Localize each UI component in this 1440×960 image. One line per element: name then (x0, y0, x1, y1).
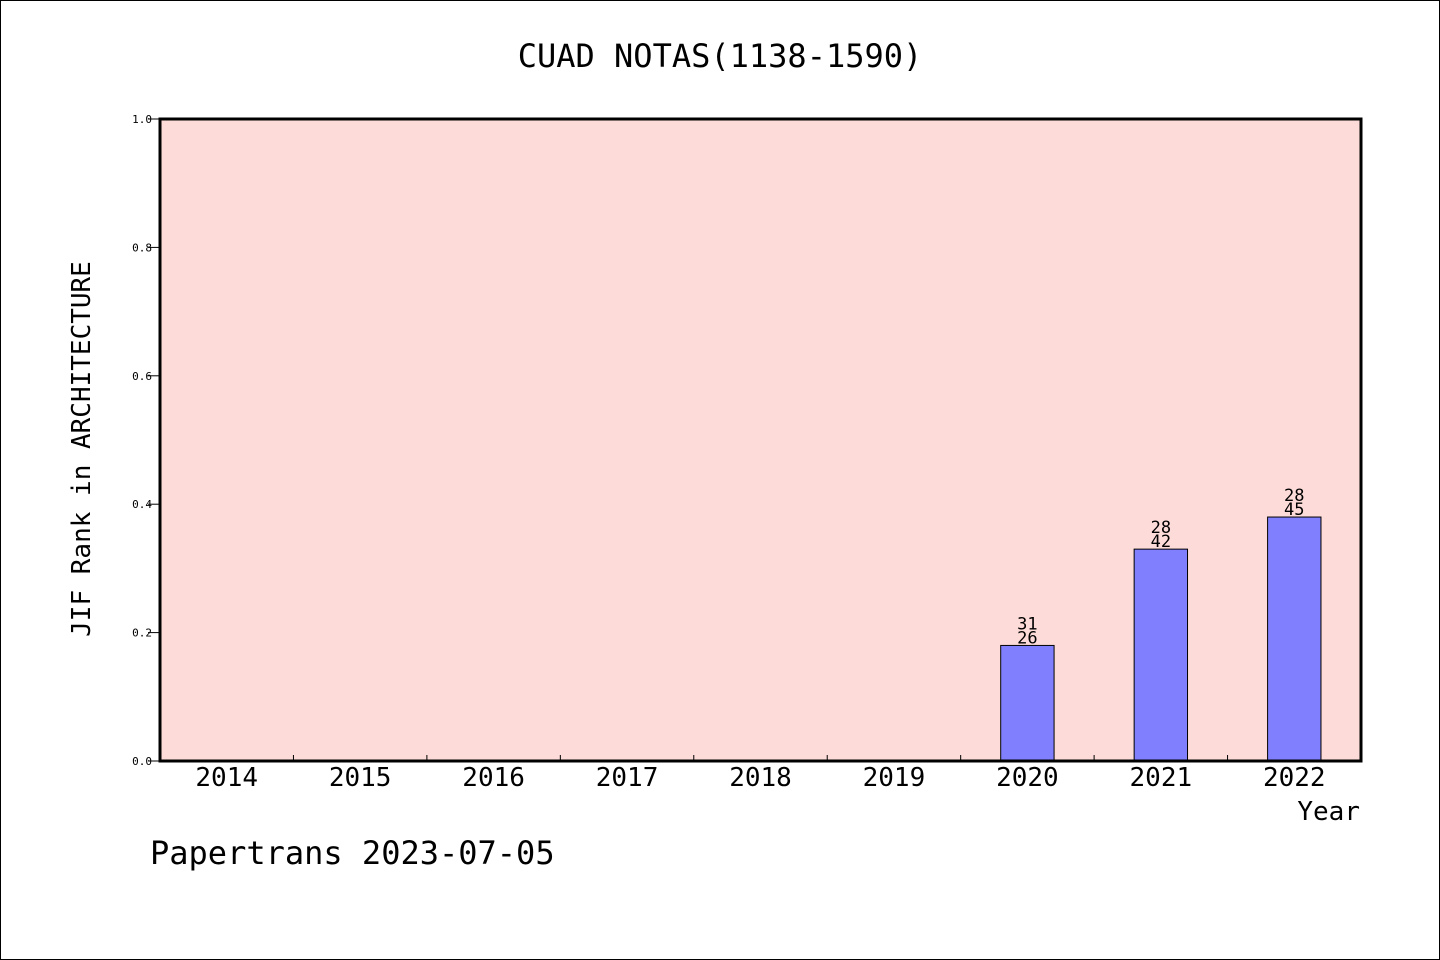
bar-label-bottom: 42 (1151, 532, 1171, 552)
x-tick-label: 2021 (1130, 763, 1193, 793)
x-tick-label: 2017 (596, 763, 659, 793)
x-tick-label: 2019 (863, 763, 926, 793)
bar-label-bottom: 45 (1284, 500, 1304, 520)
bar-2020 (1000, 644, 1055, 762)
x-axis-label: Year (1297, 797, 1360, 827)
y-tick-label: 0.8 (132, 241, 152, 254)
bar-2021 (1133, 548, 1189, 762)
bar-2022 (1267, 516, 1322, 762)
plot-border (158, 117, 1363, 763)
x-tick-label: 2015 (329, 763, 392, 793)
y-tick-label: 0.0 (132, 755, 152, 768)
y-axis-label: JIF Rank in ARCHITECTURE (67, 261, 97, 637)
y-axis: 0.0 0.2 0.4 0.6 0.8 1.0 (132, 113, 160, 768)
x-tick-label: 2016 (462, 763, 525, 793)
x-tick-label: 2020 (996, 763, 1059, 793)
chart-title: CUAD NOTAS(1138-1590) (518, 37, 923, 75)
x-tick-label: 2018 (729, 763, 792, 793)
footer-watermark: Papertrans 2023-07-05 (150, 834, 555, 872)
y-tick-label: 0.2 (132, 627, 152, 640)
x-tick-label: 2014 (195, 763, 258, 793)
x-axis: 2014 2015 2016 2017 2018 2019 2020 2021 2022 (195, 755, 1326, 793)
y-tick-label: 0.4 (132, 498, 152, 511)
bars-group (1000, 516, 1322, 762)
x-tick-label: 2022 (1263, 763, 1326, 793)
y-tick-label: 0.6 (132, 370, 152, 383)
y-tick-label: 1.0 (132, 113, 152, 126)
bar-label-bottom: 26 (1017, 628, 1037, 648)
bar-label-top: 28 (1151, 518, 1171, 538)
bar-label-top: 28 (1284, 486, 1304, 506)
bar-label-top: 31 (1017, 614, 1037, 634)
